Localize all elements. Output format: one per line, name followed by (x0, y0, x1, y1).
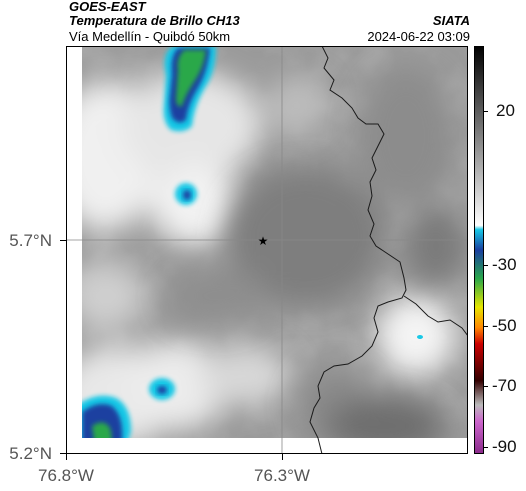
map-frame (66, 46, 468, 454)
colorbar-label-neg90: -90 (492, 437, 517, 456)
lon-label-76-3: 76.3°W (254, 466, 310, 485)
colorbar-tick (484, 265, 488, 266)
organization-label: SIATA (432, 13, 470, 28)
lat-tick-5-7 (60, 240, 66, 241)
colorbar-fill (474, 46, 484, 454)
colorbar-frame (474, 46, 484, 454)
satellite-title: GOES-EAST (69, 0, 146, 14)
department-border-east (403, 295, 468, 337)
route-subtitle: Vía Medellín - Quibdó 50km (69, 29, 231, 44)
star-icon: ★ (258, 234, 269, 248)
lat-tick-5-2 (60, 453, 66, 454)
colorbar-label-neg70: -70 (492, 376, 517, 395)
lat-label-5-7: 5.7°N (9, 231, 52, 250)
convective-cell-north (163, 46, 216, 132)
convective-cell-small (149, 183, 423, 400)
department-border (309, 46, 407, 454)
product-title: Temperatura de Brillo CH13 (69, 13, 240, 28)
colorbar-tick (484, 447, 488, 448)
lon-label-76-8: 76.8°W (38, 466, 94, 485)
satellite-map: ★ (66, 46, 468, 454)
colorbar-tick (484, 386, 488, 387)
lon-tick-76-3 (282, 454, 283, 460)
colorbar-tick (484, 326, 488, 327)
colorbar (474, 46, 484, 454)
colorbar-tick (484, 111, 488, 112)
timestamp-label: 2024-06-22 03:09 (367, 29, 470, 44)
colorbar-label-20: 20 (496, 101, 515, 120)
no-data-left (66, 46, 82, 454)
no-data-bottom (66, 438, 468, 454)
colorbar-label-neg50: -50 (492, 316, 517, 335)
lat-label-5-2: 5.2°N (9, 444, 52, 463)
colorbar-label-neg30: -30 (492, 255, 517, 274)
lon-tick-76-8 (66, 454, 67, 460)
